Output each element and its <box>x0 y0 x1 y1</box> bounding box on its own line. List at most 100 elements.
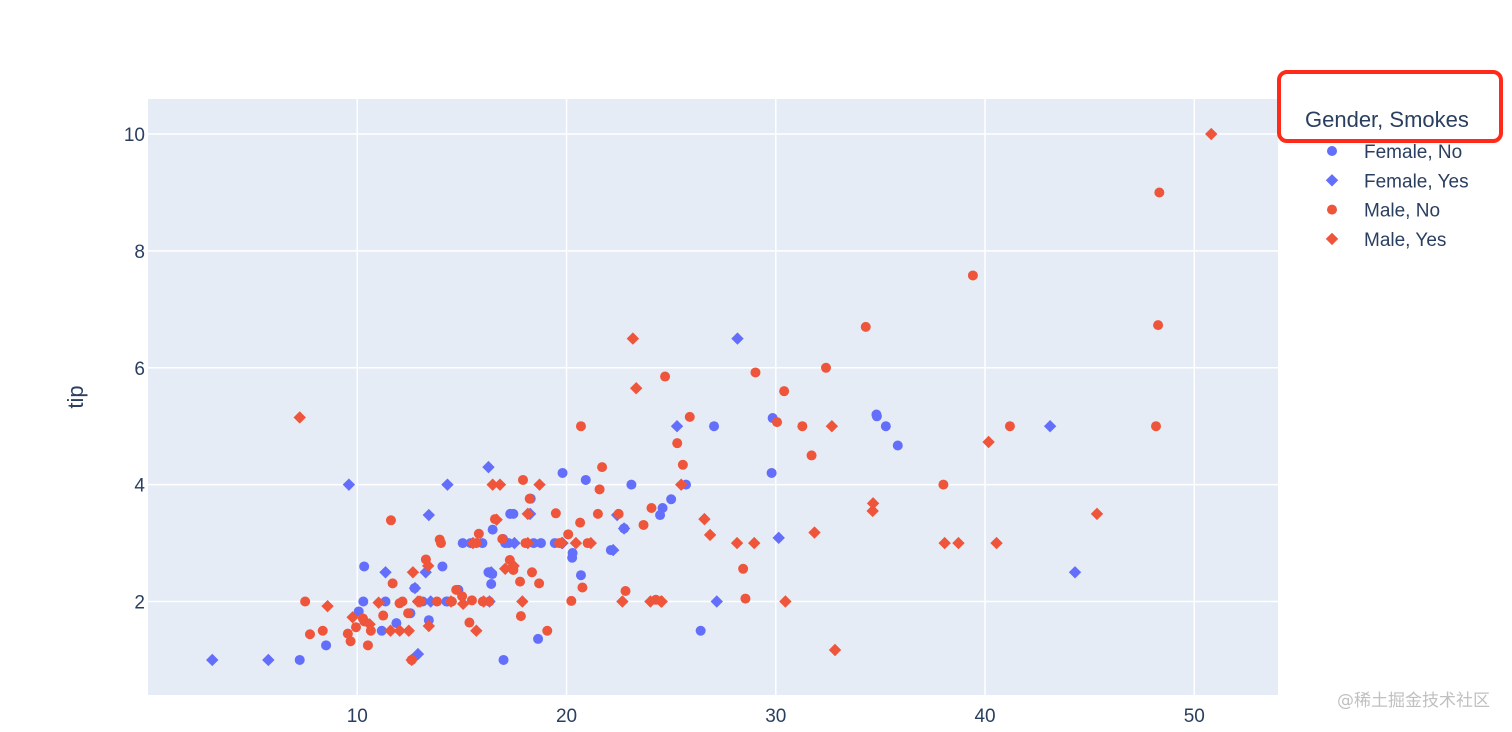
data-point-circle[interactable] <box>566 595 577 606</box>
data-point-diamond[interactable] <box>508 536 521 550</box>
data-point-diamond[interactable] <box>1068 566 1082 579</box>
data-point-circle[interactable] <box>779 386 790 397</box>
data-point-circle[interactable] <box>362 640 373 651</box>
data-point-circle[interactable] <box>359 561 370 572</box>
data-point-circle[interactable] <box>486 578 497 589</box>
data-point-circle[interactable] <box>709 421 720 432</box>
data-point-circle[interactable] <box>677 459 688 470</box>
data-point-circle[interactable] <box>766 467 777 478</box>
data-point-circle[interactable] <box>497 533 508 544</box>
data-point-diamond[interactable] <box>1043 420 1057 433</box>
data-point-circle[interactable] <box>464 617 475 628</box>
data-point-diamond[interactable] <box>262 653 275 667</box>
data-point-circle[interactable] <box>575 570 586 581</box>
data-point-diamond[interactable] <box>617 522 631 535</box>
data-point-circle[interactable] <box>397 596 408 607</box>
data-point-circle[interactable] <box>1151 421 1162 432</box>
data-point-diamond[interactable] <box>730 536 744 550</box>
data-point-circle[interactable] <box>567 548 578 559</box>
data-point-circle[interactable] <box>657 503 668 514</box>
data-point-circle[interactable] <box>437 561 448 572</box>
data-point-circle[interactable] <box>385 515 396 526</box>
legend-item[interactable]: Female, No <box>1327 142 1462 163</box>
data-point-diamond[interactable] <box>408 581 422 595</box>
data-point-diamond[interactable] <box>825 420 839 433</box>
data-point-diamond[interactable] <box>444 595 458 608</box>
data-point-diamond[interactable] <box>486 478 499 491</box>
data-point-diamond[interactable] <box>521 507 535 521</box>
data-point-diamond[interactable] <box>533 478 546 491</box>
data-point-circle[interactable] <box>860 321 871 332</box>
data-point-diamond[interactable] <box>484 566 498 579</box>
data-point-circle[interactable] <box>821 362 831 373</box>
data-point-circle[interactable] <box>797 421 808 432</box>
data-point-circle[interactable] <box>498 654 509 665</box>
data-point-circle[interactable] <box>597 462 608 473</box>
legend-items[interactable]: Female, No Female, Yes Male, No Male, Yes <box>1325 142 1469 251</box>
data-point-diamond[interactable] <box>363 618 376 631</box>
data-point-diamond[interactable] <box>456 597 470 611</box>
data-point-circle[interactable] <box>526 567 537 578</box>
data-point-circle[interactable] <box>1154 187 1165 198</box>
data-point-circle[interactable] <box>592 508 603 519</box>
data-point-diamond[interactable] <box>655 595 668 608</box>
data-point-circle[interactable] <box>672 438 683 449</box>
data-point-circle[interactable] <box>431 596 442 607</box>
data-point-diamond[interactable] <box>321 599 334 613</box>
data-point-diamond[interactable] <box>402 624 415 637</box>
data-point-circle[interactable] <box>575 517 586 528</box>
data-point-diamond[interactable] <box>644 595 657 608</box>
legend-marker[interactable] <box>1327 146 1337 156</box>
data-point-circle[interactable] <box>321 640 332 651</box>
data-point-circle[interactable] <box>871 411 882 422</box>
legend[interactable]: Gender, Smokes Female, No Female, Yes Male… <box>1305 107 1469 251</box>
legend-marker[interactable] <box>1325 174 1339 187</box>
data-point-circle[interactable] <box>695 625 706 636</box>
data-point-circle[interactable] <box>535 538 546 549</box>
data-point-circle[interactable] <box>317 625 328 636</box>
data-points[interactable] <box>206 127 1218 667</box>
data-point-diamond[interactable] <box>393 624 406 637</box>
data-point-circle[interactable] <box>750 367 761 378</box>
data-point-diamond[interactable] <box>406 566 420 579</box>
data-point-circle[interactable] <box>345 636 356 647</box>
data-point-circle[interactable] <box>772 417 783 428</box>
data-point-circle[interactable] <box>524 493 535 504</box>
data-point-diamond[interactable] <box>422 508 436 522</box>
legend-item[interactable]: Female, Yes <box>1325 171 1469 192</box>
data-point-diamond[interactable] <box>779 595 792 608</box>
data-point-diamond[interactable] <box>555 536 568 550</box>
data-point-diamond[interactable] <box>710 595 723 608</box>
data-point-circle[interactable] <box>938 479 949 490</box>
data-point-circle[interactable] <box>457 538 468 549</box>
data-point-circle[interactable] <box>387 578 398 589</box>
data-point-circle[interactable] <box>740 593 751 604</box>
legend-marker[interactable] <box>1327 204 1337 215</box>
data-point-diamond[interactable] <box>698 512 711 526</box>
data-point-circle[interactable] <box>376 625 387 636</box>
data-point-diamond[interactable] <box>938 536 951 550</box>
data-point-diamond[interactable] <box>466 536 480 550</box>
data-point-diamond[interactable] <box>731 332 744 345</box>
data-point-circle[interactable] <box>534 578 545 589</box>
data-point-circle[interactable] <box>515 611 526 622</box>
data-point-circle[interactable] <box>457 591 468 602</box>
data-point-circle[interactable] <box>892 440 903 451</box>
data-point-circle[interactable] <box>880 421 891 432</box>
data-point-diamond[interactable] <box>1090 507 1104 521</box>
legend-item[interactable]: Male, Yes <box>1325 230 1447 251</box>
data-point-circle[interactable] <box>300 596 311 607</box>
data-point-diamond[interactable] <box>584 536 597 550</box>
data-point-diamond[interactable] <box>490 513 503 526</box>
data-point-diamond[interactable] <box>379 566 392 579</box>
data-point-circle[interactable] <box>378 610 389 621</box>
data-point-diamond[interactable] <box>482 460 495 474</box>
data-point-circle[interactable] <box>557 467 568 478</box>
data-point-circle[interactable] <box>638 519 649 530</box>
data-point-diamond[interactable] <box>828 643 842 657</box>
data-point-diamond[interactable] <box>493 478 507 491</box>
data-point-diamond[interactable] <box>626 332 640 345</box>
data-point-diamond[interactable] <box>772 531 785 545</box>
data-point-diamond[interactable] <box>952 536 965 550</box>
data-point-diamond[interactable] <box>808 526 821 539</box>
